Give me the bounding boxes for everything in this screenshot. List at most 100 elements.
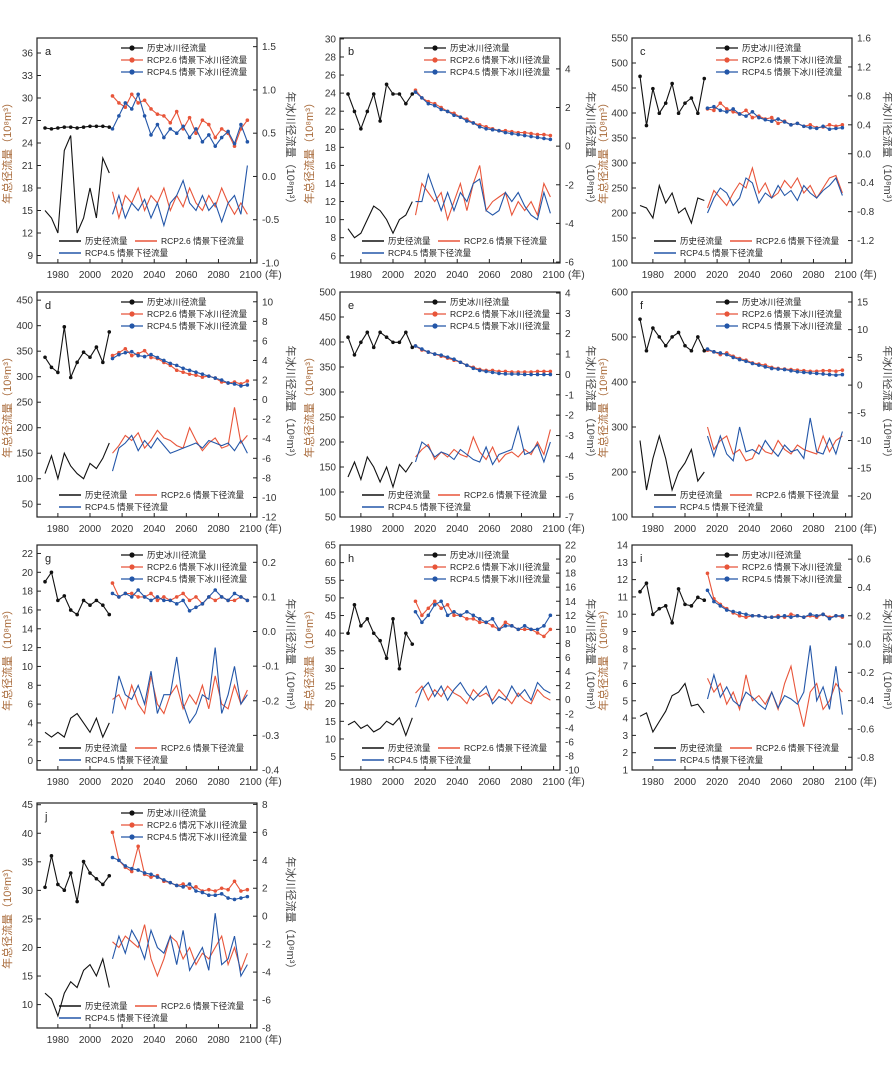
x-tick-label: 2060 [175, 270, 198, 281]
data-point-rcp45-glacier [181, 366, 185, 371]
data-point-rcp26-glacier [834, 369, 838, 374]
left-tick-label: 35 [22, 857, 34, 868]
legend-label-hist-runoff: 历史径流量 [85, 1001, 128, 1011]
data-point-hist-glacier [68, 871, 73, 875]
data-point-rcp26-glacier [471, 617, 476, 621]
data-point-rcp45-glacier [769, 615, 774, 619]
panel-label: e [348, 300, 354, 312]
right-tick-label: 0.0 [857, 640, 871, 651]
data-point-hist-glacier [371, 345, 376, 350]
series-line-hist-runoff [639, 183, 705, 225]
right-tick-label: 0.2 [857, 611, 871, 622]
data-point-hist-glacier [359, 340, 363, 345]
data-point-hist-glacier [410, 345, 415, 350]
data-point-rcp45-glacier [219, 595, 224, 599]
data-point-hist-glacier [62, 325, 67, 329]
right-tick-label: 6 [262, 828, 268, 839]
data-point-rcp26-glacier [187, 372, 192, 376]
data-point-rcp45-glacier [744, 114, 748, 118]
x-tick-label: 2040 [143, 270, 166, 281]
right-tick-label: -0.1 [262, 662, 280, 673]
legend-label-hist-glacier: 历史冰川径流量 [450, 550, 510, 560]
x-tick-label: 1980 [642, 777, 665, 788]
data-point-rcp26-glacier [123, 346, 128, 351]
data-point-rcp26-glacier [522, 130, 527, 135]
data-point-rcp26-glacier [213, 889, 218, 893]
x-tick-label: 2020 [706, 270, 729, 281]
data-point-hist-glacier [107, 612, 112, 617]
left-tick-label: 500 [611, 333, 628, 344]
data-point-rcp26-glacier [420, 613, 424, 618]
data-point-hist-glacier [702, 348, 707, 353]
x-tick-label: 2080 [510, 777, 533, 788]
left-tick-label: 350 [319, 363, 336, 374]
data-point-rcp45-glacier [789, 368, 793, 373]
legend-label-rcp45-runoff: RCP4.5 情景下径流量 [680, 755, 764, 765]
left-tick-label: 24 [22, 139, 34, 150]
data-point-rcp45-glacier [168, 598, 173, 603]
data-point-rcp45-glacier [750, 361, 755, 366]
left-tick-label: 4 [622, 714, 628, 725]
series-line-rcp45-glacier [415, 91, 551, 140]
plot-frame [339, 37, 561, 264]
x-tick-label: 2020 [111, 270, 134, 281]
left-tick-label: 100 [611, 513, 628, 524]
legend-label-hist-runoff: 历史径流量 [680, 743, 723, 753]
left-axis-title: 年总径流量（10⁸m³） [596, 351, 610, 458]
data-point-rcp26-glacier [168, 121, 173, 125]
data-point-hist-glacier [644, 123, 649, 128]
x-tick-label: 2100 [542, 524, 565, 535]
data-point-hist-glacier [670, 335, 674, 339]
series-line-rcp26-runoff [111, 186, 248, 221]
data-point-rcp45-glacier [174, 363, 179, 368]
data-point-rcp45-glacier [219, 892, 224, 896]
right-tick-label: -6 [565, 258, 574, 269]
left-tick-label: 5 [622, 696, 628, 707]
left-tick-label: 100 [611, 259, 628, 270]
data-point-rcp45-glacier [814, 371, 819, 376]
right-tick-label: 1.5 [262, 42, 276, 53]
legend-label-rcp45-runoff: RCP4.5 情景下径流量 [85, 248, 169, 258]
series-line-rcp45-runoff [414, 424, 551, 466]
left-tick-label: 10 [22, 662, 34, 673]
series-line-hist-glacier [347, 602, 413, 669]
x-unit-label: (年) [568, 775, 585, 788]
series-line-rcp45-glacier [707, 590, 843, 620]
left-tick-label: 13 [617, 558, 629, 569]
data-point-rcp26-glacier [142, 348, 147, 353]
left-tick-label: 30 [22, 94, 34, 105]
series-line-rcp45-runoff [706, 645, 843, 715]
series-line-rcp26-runoff [112, 675, 248, 715]
left-axis-title: 年总径流量（10⁸m³） [302, 604, 316, 711]
left-tick-label: 18 [325, 143, 337, 154]
data-point-rcp45-glacier [219, 135, 224, 140]
data-point-rcp45-glacier [174, 602, 179, 606]
data-point-rcp45-glacier [239, 595, 243, 599]
left-tick-label: 50 [22, 500, 34, 511]
legend-marker-rcp26-glacier [724, 311, 730, 317]
legend-marker-rcp45-glacier [724, 576, 730, 582]
left-tick-label: 7 [622, 662, 628, 673]
data-point-rcp45-glacier [821, 612, 825, 617]
right-tick-label: -2 [262, 415, 271, 426]
data-point-rcp45-glacier [548, 613, 553, 618]
data-point-rcp45-glacier [484, 369, 488, 374]
data-point-hist-glacier [81, 350, 86, 354]
legend-marker-hist-glacier [724, 45, 730, 51]
x-tick-label: 2100 [239, 270, 262, 281]
data-point-hist-glacier [404, 631, 408, 636]
data-point-rcp26-glacier [149, 875, 153, 879]
left-tick-label: 300 [319, 388, 336, 399]
data-point-rcp45-glacier [497, 627, 501, 632]
data-point-rcp26-glacier [174, 368, 179, 373]
data-point-rcp45-glacier [497, 128, 501, 133]
left-tick-label: 21 [22, 161, 34, 172]
left-tick-label: 65 [325, 541, 337, 552]
data-point-rcp26-glacier [174, 595, 179, 599]
data-point-hist-glacier [663, 101, 668, 105]
left-tick-label: 22 [22, 549, 34, 560]
right-tick-label: -0.6 [857, 724, 875, 735]
data-point-rcp45-glacier [471, 121, 476, 125]
data-point-rcp45-glacier [445, 613, 450, 618]
data-point-rcp45-glacier [136, 353, 140, 358]
